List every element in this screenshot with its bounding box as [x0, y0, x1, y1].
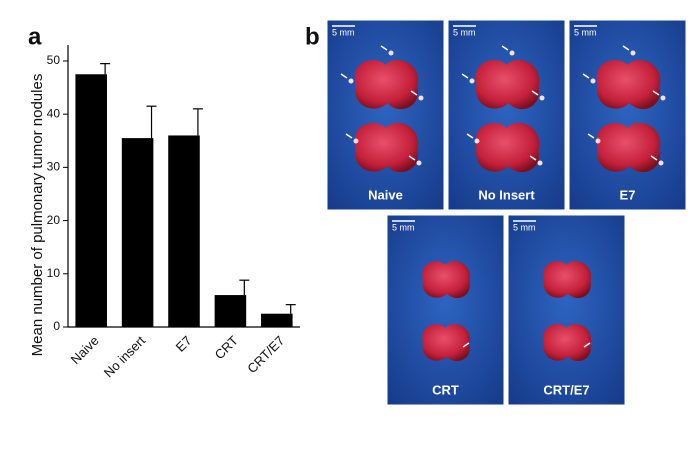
- bar: [168, 135, 200, 327]
- error-bar: [239, 279, 250, 296]
- lung: [422, 324, 471, 362]
- nodule: [474, 138, 480, 144]
- arrow: [582, 73, 590, 79]
- scale-label: 5 mm: [453, 27, 476, 37]
- arrow: [529, 155, 537, 161]
- y-tick-label: 10: [47, 266, 61, 280]
- lung: [596, 122, 661, 173]
- lung: [543, 324, 592, 362]
- nodule: [509, 50, 515, 56]
- nodule: [660, 95, 666, 101]
- nodule: [416, 160, 422, 166]
- nodule: [418, 95, 424, 101]
- arrow: [652, 90, 660, 96]
- scale-label: 5 mm: [574, 27, 597, 37]
- arrow: [380, 45, 388, 51]
- nodule: [469, 78, 475, 84]
- photo-background: [447, 19, 566, 211]
- photo: 5 mm Naive: [326, 19, 445, 211]
- photo-background: [507, 214, 626, 406]
- lung: [354, 59, 419, 110]
- arrow: [531, 90, 539, 96]
- photo: 5 mm No Insert: [447, 19, 566, 211]
- photo: 5 mm E7: [568, 19, 687, 211]
- y-tick-label: 30: [47, 160, 61, 174]
- lung: [475, 122, 540, 173]
- arrow: [501, 45, 509, 51]
- nodule: [590, 78, 596, 84]
- photo: 5 mm CRT/E7: [507, 214, 626, 406]
- error-bar: [285, 304, 296, 314]
- error-bar: [192, 108, 203, 136]
- bar: [214, 295, 247, 327]
- lung: [422, 261, 471, 299]
- y-tick-label: 40: [47, 106, 61, 120]
- scale-label: 5 mm: [513, 222, 536, 232]
- nodule: [539, 95, 545, 101]
- lung: [596, 59, 661, 110]
- arrow: [461, 73, 469, 79]
- arrow: [340, 73, 348, 79]
- arrow: [583, 342, 591, 348]
- y-tick-label: 50: [47, 53, 61, 67]
- nodule: [353, 138, 359, 144]
- lung: [475, 59, 540, 110]
- photo-label: Naive: [368, 187, 403, 202]
- photo-label: CRT: [432, 382, 459, 397]
- y-axis-title: Mean number of pulmonary tumor nodules: [29, 74, 46, 357]
- nodule: [595, 138, 601, 144]
- nodule: [388, 50, 394, 56]
- y-tick-label: 0: [53, 319, 60, 333]
- photo-background: [326, 19, 445, 211]
- nodule: [630, 50, 636, 56]
- error-bar: [146, 105, 157, 139]
- nodule: [537, 160, 543, 166]
- arrow: [622, 45, 630, 51]
- lung: [543, 261, 592, 299]
- scale-label: 5 mm: [392, 222, 415, 232]
- panel-label: a: [28, 23, 42, 50]
- photo-background: [386, 214, 505, 406]
- nodule: [658, 160, 664, 166]
- bar: [75, 74, 107, 327]
- nodule: [348, 78, 354, 84]
- arrow: [650, 155, 658, 161]
- arrow: [408, 155, 416, 161]
- photo-label: E7: [620, 187, 636, 202]
- arrow: [587, 133, 595, 139]
- photo-background: [568, 19, 687, 211]
- arrow: [410, 90, 418, 96]
- arrow: [466, 133, 474, 139]
- scale-label: 5 mm: [332, 27, 355, 37]
- arrow: [345, 133, 353, 139]
- photo: 5 mm CRT: [386, 214, 505, 406]
- photo-label: No Insert: [478, 187, 535, 202]
- lung: [354, 122, 419, 173]
- bar: [261, 313, 293, 327]
- bar: [121, 138, 154, 327]
- photo-label: CRT/E7: [543, 382, 589, 397]
- arrow: [462, 342, 470, 348]
- error-bar: [100, 63, 111, 75]
- y-tick-label: 20: [47, 213, 61, 227]
- panel-label: b: [305, 23, 320, 50]
